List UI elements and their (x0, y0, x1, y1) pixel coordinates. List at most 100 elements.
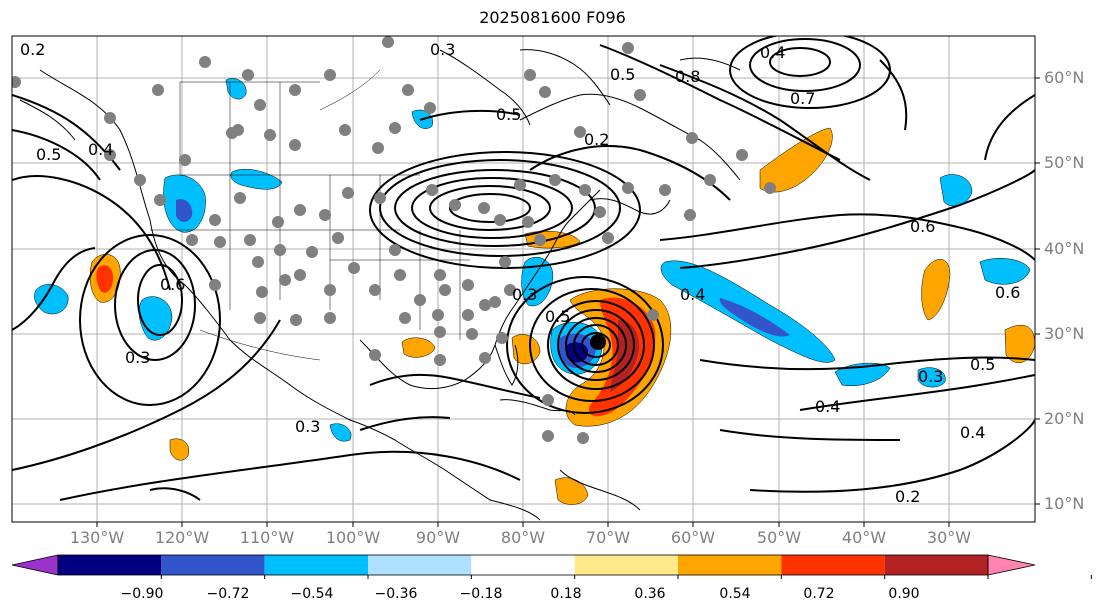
colorbar-tick-label: −0.18 (459, 586, 503, 602)
contour-label: 0.6 (995, 283, 1020, 302)
observation-dot (242, 69, 254, 81)
storm-center-marker (590, 334, 606, 350)
observation-dot (434, 326, 446, 338)
observation-dot (339, 124, 351, 136)
lon-label: 100°W (325, 528, 381, 547)
strong-cold-west-us (176, 198, 193, 222)
colorbar-segment (471, 555, 575, 575)
cold-anomaly-east-coast (521, 256, 554, 307)
observation-dot (622, 42, 634, 54)
warm-anomaly-florida (511, 334, 541, 365)
observation-dot (534, 234, 546, 246)
observation-dot (462, 279, 474, 291)
colorbar-segment (58, 555, 162, 575)
lat-label: 20°N (1044, 409, 1085, 428)
strong-warm-anomaly-pacific (96, 265, 114, 293)
observation-dot (594, 206, 606, 218)
observation-dot (466, 328, 478, 340)
lon-label: 90°W (415, 528, 461, 547)
lon-label: 120°W (154, 528, 210, 547)
observation-dot (634, 89, 646, 101)
lon-label: 50°W (756, 528, 802, 547)
colorbar-tick-label: 0.90 (888, 586, 920, 602)
shaded-anomalies (34, 78, 1035, 505)
lon-label: 30°W (926, 528, 972, 547)
observation-dot (342, 187, 354, 199)
observation-dot (294, 204, 306, 216)
contour-label: 0.3 (430, 40, 455, 59)
contour-label: 0.2 (20, 40, 45, 59)
observation-dot (209, 279, 221, 291)
observation-dot (389, 244, 401, 256)
observation-dot (104, 112, 116, 124)
contour-label: 0.3 (295, 417, 320, 436)
contour-label: 0.7 (790, 89, 815, 108)
observation-dot (432, 309, 444, 321)
colorbar-tick-label: −0.54 (290, 586, 334, 602)
contour-label: 0.5 (970, 355, 995, 374)
cold-anomaly-mexico-coast (329, 423, 352, 442)
observation-dot (402, 84, 414, 96)
axis-ticks (96, 77, 1040, 527)
observation-dot (414, 294, 426, 306)
observation-dot (294, 269, 306, 281)
observation-dot (289, 84, 301, 96)
contour-label: 0.3 (918, 367, 943, 386)
observation-dot (234, 192, 246, 204)
colorbar-segment (781, 555, 885, 575)
observation-dot (522, 216, 534, 228)
observation-dot (179, 154, 191, 166)
contour-label: 0.4 (680, 285, 705, 304)
observation-dot (186, 234, 198, 246)
observation-dot (232, 124, 244, 136)
contour-label: 0.4 (760, 43, 785, 62)
observation-dot (152, 84, 164, 96)
observation-dot (479, 352, 491, 364)
observation-dot (374, 192, 386, 204)
contour-label: 0.4 (815, 397, 840, 416)
observation-dot (279, 274, 291, 286)
observation-dot (602, 232, 614, 244)
observation-dot (489, 296, 501, 308)
colorbar-segment (678, 555, 782, 575)
observation-dot (479, 299, 491, 311)
map-title: 2025081600 F096 (479, 8, 626, 27)
observation-dot (104, 149, 116, 161)
observation-dot (449, 199, 461, 211)
observation-dot (252, 256, 264, 268)
cold-anomaly-mid-atlantic (939, 174, 973, 207)
lat-label: 30°N (1044, 324, 1085, 343)
observation-dot (264, 129, 276, 141)
observation-dot (372, 142, 384, 154)
contour-label: 0.4 (960, 423, 985, 442)
observation-dot (764, 182, 776, 194)
contour-label: 0.6 (910, 217, 935, 236)
observation-dot (154, 194, 166, 206)
contour-label: 0.6 (160, 275, 185, 294)
observation-dot (434, 269, 446, 281)
contour-label: 0.4 (88, 140, 113, 159)
cold-anomaly-rockies (230, 168, 283, 190)
observation-dot (579, 184, 591, 196)
colorbar-tick-label: −0.36 (374, 586, 418, 602)
colorbar-segment (368, 555, 472, 575)
lon-label: 130°W (69, 528, 125, 547)
observation-dot (514, 179, 526, 191)
contour-label: 0.2 (895, 487, 920, 506)
observation-dot (134, 174, 146, 186)
contour-label: 0.8 (675, 67, 700, 86)
observation-dot (496, 332, 508, 344)
lon-label: 40°W (841, 528, 887, 547)
warm-anomaly-pacific-small (169, 438, 190, 461)
observation-dot (214, 236, 226, 248)
observation-dot (290, 314, 302, 326)
cold-anomaly-subtropic (917, 367, 946, 388)
colorbar-extend-low (11, 554, 59, 576)
observation-dot (622, 182, 634, 194)
observation-dots (12, 36, 776, 444)
colorbar-tick-label: 0.36 (634, 586, 666, 602)
observation-dot (549, 174, 561, 186)
observation-dot (324, 312, 336, 324)
observation-dot (369, 284, 381, 296)
colorbar-segment (264, 555, 368, 575)
